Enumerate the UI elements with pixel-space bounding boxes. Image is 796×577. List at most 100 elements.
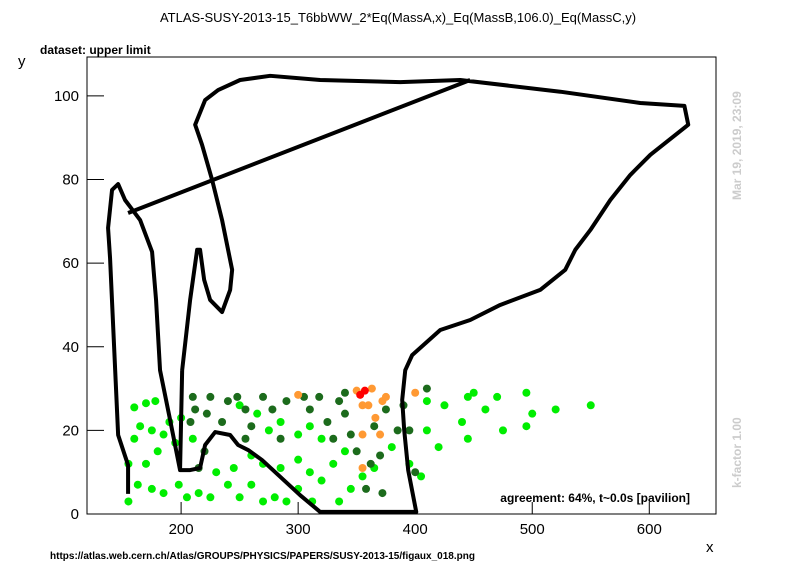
point	[370, 422, 379, 431]
point	[422, 384, 431, 393]
point	[133, 480, 142, 489]
timestamp: Mar 19, 2019, 23:09	[730, 91, 744, 200]
point	[259, 392, 268, 401]
point	[335, 497, 344, 506]
point	[141, 459, 150, 468]
point	[422, 397, 431, 406]
subtitle: dataset: upper limit	[40, 43, 151, 57]
point	[253, 409, 262, 418]
x-tick-label: 300	[286, 521, 311, 538]
point	[223, 397, 232, 406]
point	[358, 430, 367, 439]
point	[188, 434, 197, 443]
footer: https://atlas.web.cern.ch/Atlas/GROUPS/P…	[50, 551, 475, 562]
point	[276, 418, 285, 427]
point	[241, 405, 250, 414]
x-tick-label: 400	[403, 521, 428, 538]
point	[528, 409, 537, 418]
point	[136, 422, 145, 431]
point	[268, 405, 277, 414]
point	[235, 401, 244, 410]
y-tick-label: 100	[54, 88, 79, 105]
point	[264, 426, 273, 435]
point	[223, 480, 232, 489]
point	[182, 493, 191, 502]
point	[376, 430, 385, 439]
point	[151, 397, 160, 406]
point	[174, 480, 183, 489]
point	[340, 447, 349, 456]
point	[458, 418, 467, 427]
point	[235, 493, 244, 502]
point	[522, 422, 531, 431]
point	[315, 392, 324, 401]
point	[367, 384, 376, 393]
point	[586, 401, 595, 410]
point	[276, 464, 285, 473]
point	[381, 405, 390, 414]
point	[282, 397, 291, 406]
point	[551, 405, 560, 414]
point	[270, 493, 279, 502]
point	[305, 422, 314, 431]
point	[147, 426, 156, 435]
point	[358, 472, 367, 481]
point	[241, 434, 250, 443]
point	[141, 399, 150, 408]
point	[194, 489, 203, 498]
point	[147, 484, 156, 493]
point	[124, 497, 133, 506]
point	[206, 493, 215, 502]
x-tick-label: 600	[637, 521, 662, 538]
point	[393, 426, 402, 435]
point	[364, 401, 373, 410]
point	[522, 388, 531, 397]
point	[335, 397, 344, 406]
point	[340, 388, 349, 397]
point	[493, 392, 502, 401]
point	[463, 434, 472, 443]
point	[282, 497, 291, 506]
point	[346, 484, 355, 493]
point	[469, 388, 478, 397]
point	[329, 459, 338, 468]
point	[376, 451, 385, 460]
point	[411, 388, 420, 397]
point	[360, 386, 369, 395]
point	[358, 464, 367, 473]
point	[317, 476, 326, 485]
point	[463, 392, 472, 401]
point	[352, 447, 361, 456]
point	[130, 434, 139, 443]
point	[294, 455, 303, 464]
point	[294, 430, 303, 439]
point	[218, 418, 227, 427]
plot-frame	[86, 56, 717, 515]
x-tick-label: 200	[169, 521, 194, 538]
point	[305, 405, 314, 414]
point	[340, 409, 349, 418]
point	[294, 390, 303, 399]
point	[481, 405, 490, 414]
point	[191, 405, 200, 414]
point	[362, 484, 371, 493]
chart-title: ATLAS-SUSY-2013-15_T6bbWW_2*Eq(MassA,x)_…	[160, 10, 636, 25]
y-tick-label: 0	[71, 506, 79, 523]
point	[358, 401, 367, 410]
point	[387, 443, 396, 452]
point	[130, 403, 139, 412]
point	[247, 480, 256, 489]
point	[323, 418, 332, 427]
point	[206, 392, 215, 401]
point	[440, 401, 449, 410]
y-axis-label: y	[18, 53, 26, 70]
point	[422, 426, 431, 435]
point	[371, 413, 380, 422]
point	[317, 434, 326, 443]
point	[212, 468, 221, 477]
contour-line	[106, 73, 691, 514]
point	[378, 489, 387, 498]
point	[259, 497, 268, 506]
